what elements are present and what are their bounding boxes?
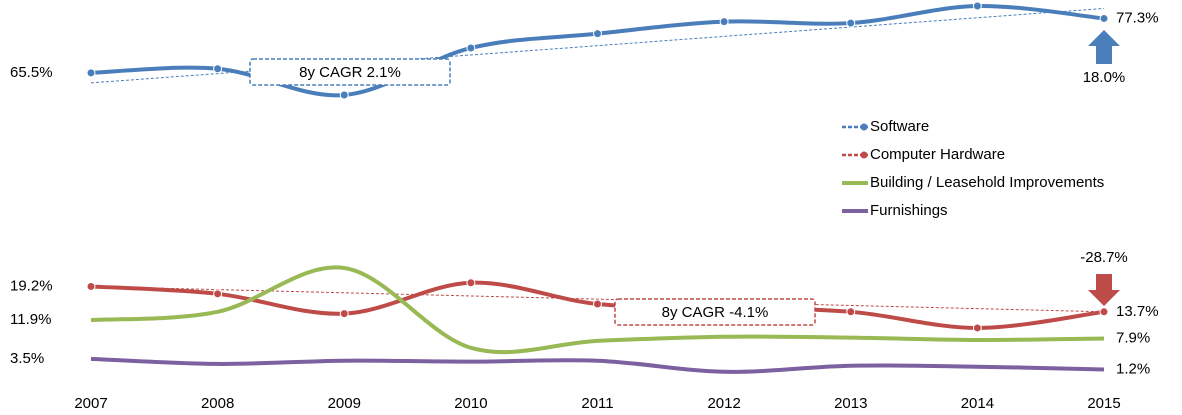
- series-line: [90, 356, 1105, 374]
- point: [466, 278, 476, 288]
- x-tick-label: 2012: [707, 395, 740, 412]
- x-tick-label: 2014: [961, 395, 994, 412]
- cagr-box: [614, 298, 816, 326]
- point: [86, 281, 96, 291]
- series-line: [90, 265, 1105, 355]
- point: [86, 68, 96, 78]
- value-label: 1.2%: [1116, 360, 1150, 377]
- legend-label: Software: [870, 118, 929, 135]
- x-tick-label: 2010: [454, 395, 487, 412]
- point: [972, 1, 982, 11]
- legend-marker: [860, 123, 868, 131]
- x-tick-label: 2013: [834, 395, 867, 412]
- value-label: 3.5%: [10, 350, 44, 367]
- change-label: -28.7%: [1080, 249, 1128, 266]
- legend-label: Building / Leasehold Improvements: [870, 174, 1104, 191]
- point: [1099, 13, 1109, 23]
- point: [339, 309, 349, 319]
- point: [466, 43, 476, 53]
- point: [213, 64, 223, 74]
- value-label: 19.2%: [10, 277, 53, 294]
- cagr-label: 8y CAGR 2.1%: [299, 64, 401, 81]
- point: [846, 307, 856, 317]
- cagr-box: [249, 58, 451, 86]
- point: [339, 90, 349, 100]
- point: [719, 17, 729, 27]
- value-label: 65.5%: [10, 64, 53, 81]
- value-label: 13.7%: [1116, 303, 1159, 320]
- cagr-label: 8y CAGR -4.1%: [662, 304, 769, 321]
- point: [846, 18, 856, 28]
- series-line: [90, 3, 1105, 98]
- point: [1099, 307, 1109, 317]
- x-tick-label: 2007: [74, 395, 107, 412]
- change-arrow: [1088, 274, 1120, 306]
- value-label: 77.3%: [1116, 9, 1159, 26]
- x-tick-label: 2008: [201, 395, 234, 412]
- trend-line: [90, 285, 1105, 313]
- change-label: 18.0%: [1083, 69, 1126, 86]
- x-tick-label: 2011: [581, 395, 613, 412]
- trend-line: [90, 7, 1105, 84]
- point: [593, 29, 602, 39]
- x-tick-label: 2009: [328, 395, 361, 412]
- value-label: 11.9%: [10, 311, 51, 328]
- legend-marker: [860, 151, 868, 159]
- point: [972, 323, 982, 333]
- change-arrow: [1088, 30, 1120, 64]
- value-label: 7.9%: [1116, 330, 1150, 347]
- x-tick-label: 2015: [1087, 395, 1120, 412]
- point: [593, 299, 602, 309]
- legend-label: Computer Hardware: [870, 146, 1005, 163]
- point: [213, 289, 223, 299]
- legend-label: Furnishings: [870, 202, 948, 219]
